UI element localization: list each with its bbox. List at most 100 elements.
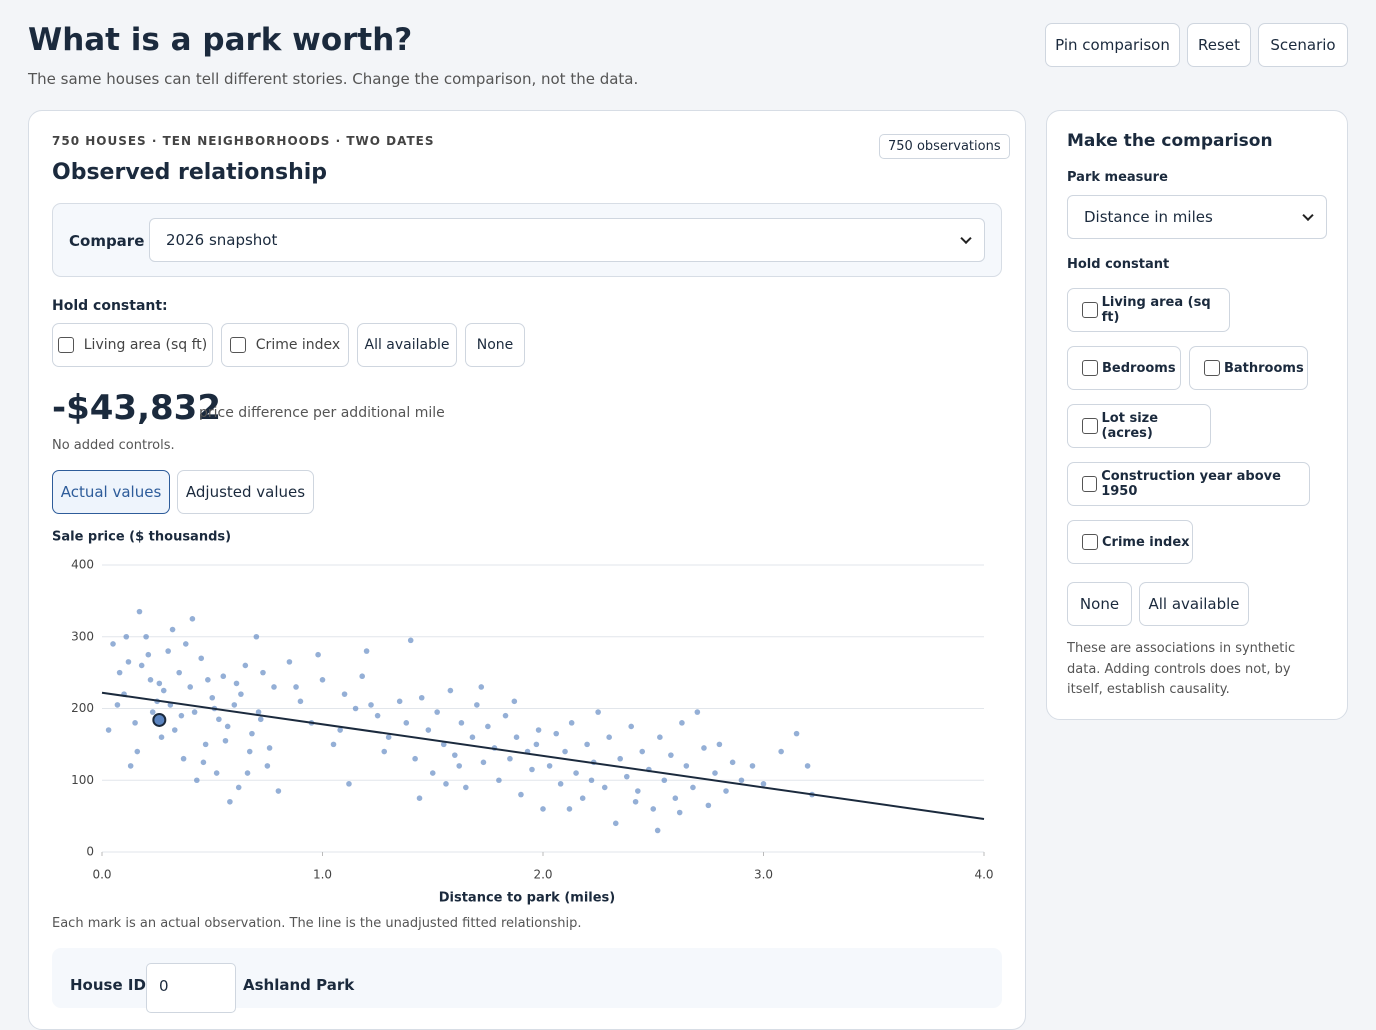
point [668,752,674,758]
point [330,741,337,748]
scenario-button[interactable]: Scenario [1258,23,1348,67]
point [407,637,414,644]
point [341,691,348,697]
point [612,820,619,827]
point [553,730,560,737]
point [639,748,646,755]
point [110,641,116,647]
point [149,709,156,715]
side-none-button[interactable]: None [1067,582,1132,626]
y-axis-label: Sale price ($ thousands) [52,530,231,545]
point [579,795,586,801]
point [187,684,193,690]
point [661,777,668,784]
hold-option[interactable]: Crime index [221,323,349,367]
point [222,737,229,744]
point [617,755,623,762]
x-tick-label: 4.0 [974,868,993,882]
point [337,727,343,733]
house-input[interactable]: 0 [146,963,236,1013]
point [701,745,707,751]
point [738,777,745,784]
point [134,748,141,755]
point [588,777,595,784]
estimate-note: price difference per additional mile [199,405,445,421]
point [507,755,513,762]
point [293,684,299,690]
point [513,734,520,740]
point [191,709,198,715]
reset-button[interactable]: Reset [1187,23,1251,67]
side-all-button[interactable]: All available [1139,582,1249,626]
side-heading: Make the comparison [1067,131,1273,151]
point [416,795,423,801]
point [264,763,271,769]
hold-option[interactable]: Living area (sq ft) [52,323,213,367]
x-tick-label: 1.0 [313,868,332,882]
compare-select[interactable]: 2026 snapshot [149,218,985,262]
side-option-label: Crime index [1102,534,1190,550]
point [297,698,304,705]
point [216,716,222,723]
side-option-label: Living area (sq ft) [1101,295,1211,325]
point [145,651,152,658]
point [257,716,264,723]
side-option[interactable]: Crime index [1067,520,1193,564]
y-tick-label: 300 [71,629,94,643]
badge: 750 observations [879,134,1010,159]
point [650,806,657,812]
point [705,802,712,809]
point [180,755,187,762]
point [606,734,612,740]
point [381,748,388,755]
point [132,720,138,726]
point [158,734,165,740]
point [374,712,381,719]
side-option[interactable]: Lot size (acres) [1067,404,1211,448]
point [385,734,392,740]
all-button[interactable]: All available [357,323,457,367]
point [723,788,729,794]
highlight-point [152,712,167,727]
point [123,633,130,640]
pin-button[interactable]: Pin comparison [1045,23,1180,67]
subtitle: The same houses can tell different stori… [28,70,639,88]
point [403,720,410,726]
house-name: Ashland Park [243,976,355,994]
point [573,770,579,776]
point [496,777,502,784]
point [363,648,370,654]
adjusted-button[interactable]: Adjusted values [177,470,314,514]
point [182,641,189,647]
side-option[interactable]: Bathrooms [1189,346,1308,390]
y-tick-label: 400 [71,558,94,572]
point [244,770,251,776]
point [623,773,630,780]
point [253,633,260,640]
point [679,720,685,726]
point [729,759,736,766]
point [443,781,449,787]
side-option[interactable]: Living area (sq ft) [1067,288,1230,332]
actual-button[interactable]: Actual values [52,470,170,514]
point [456,763,463,769]
y-tick-label: 200 [71,701,94,715]
side-option-label: Bedrooms [1102,360,1176,376]
side-option[interactable]: Construction year above 1950 [1067,462,1310,506]
side-option[interactable]: Bedrooms [1067,346,1181,390]
none-button[interactable]: None [465,323,525,367]
point [474,702,480,708]
point [447,687,454,694]
point [694,709,701,715]
point [368,702,374,708]
point [346,781,352,787]
point [562,748,568,755]
side-option-label: Bathrooms [1224,360,1304,376]
eyebrow: 750 HOUSES · TEN NEIGHBORHOODS · TWO DAT… [52,134,435,148]
point [452,752,458,758]
hold-label: Hold constant: [52,298,168,314]
measure-select[interactable]: Distance in miles [1067,195,1327,239]
point [440,741,447,748]
page: What is a park worth? The same houses ca… [0,0,1376,1000]
point [568,720,575,726]
